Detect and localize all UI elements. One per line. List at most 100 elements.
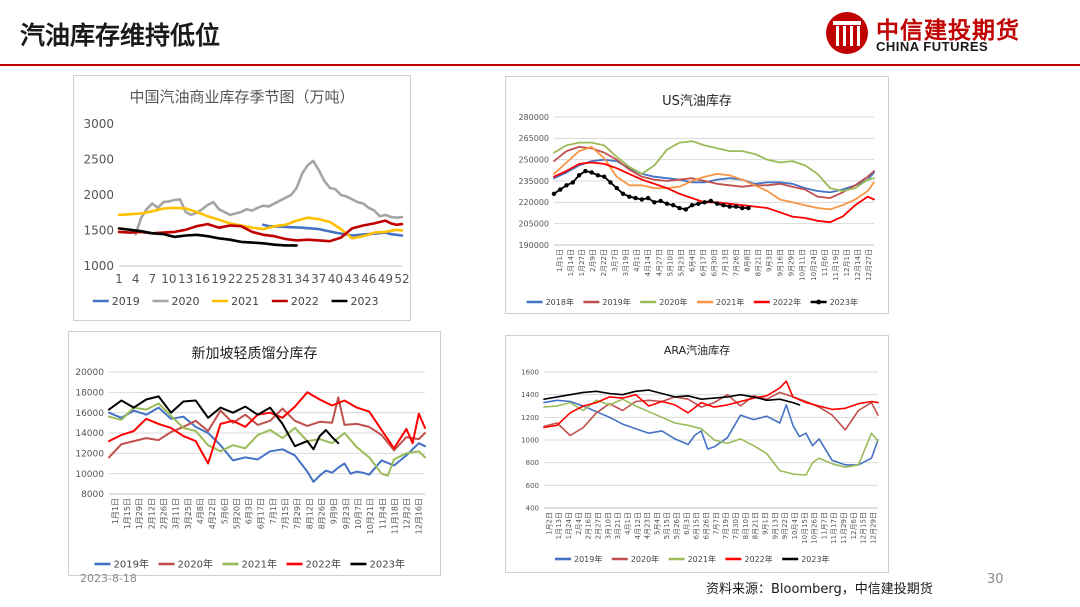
chart-ara-gasoline-inventory: ARA汽油库存 400 600 800 1000 1200 1400 1600 1月2日 1月13… <box>505 335 889 573</box>
x-tick-label: 7月30日 <box>732 512 740 539</box>
chart-singapore-light-distillates: 新加坡轻质馏分库存 8000 10000 12000 14000 16000 18000 20… <box>68 331 441 576</box>
x-tick-label: 6月4日 <box>688 249 696 272</box>
x-tick-label: 1月14日 <box>567 249 575 276</box>
y-tick-label: 1400 <box>521 391 539 399</box>
x-tick-label: 9月22日 <box>781 512 789 539</box>
y-tick-label: 1000 <box>83 259 114 273</box>
x-tick-label: 9月23日 <box>342 498 351 529</box>
y-tick-label: 20000 <box>75 368 104 378</box>
series-line-2019年 <box>553 146 875 199</box>
data-point <box>733 204 739 209</box>
data-point <box>614 185 619 191</box>
x-tick-label: 1月13日 <box>555 512 563 539</box>
legend-label: 2023 <box>351 295 379 308</box>
x-tick-label: 12月6日 <box>850 512 858 539</box>
x-tick-label: 5月26日 <box>673 512 681 539</box>
chart-title: ARA汽油库存 <box>664 343 730 357</box>
y-tick-label: 1000 <box>521 436 539 444</box>
data-point <box>696 201 701 206</box>
series-line-2021 <box>117 206 404 240</box>
y-tick-label: 265000 <box>518 134 549 143</box>
y-tick-label: 2500 <box>83 153 114 167</box>
y-tick-label: 14000 <box>75 429 104 439</box>
data-point <box>551 191 557 196</box>
x-tick-label: 8月10日 <box>742 512 750 539</box>
legend-label: 2019年 <box>574 554 602 564</box>
x-tick-label: 34 <box>294 272 309 286</box>
y-tick-label: 1200 <box>521 414 539 422</box>
x-tick-label: 10月11日 <box>799 249 807 281</box>
chart-title: 新加坡轻质馏分库存 <box>192 346 318 362</box>
y-tick-label: 280000 <box>518 113 549 122</box>
x-tick-label: 9月16日 <box>777 249 785 276</box>
legend-label: 2021年 <box>242 558 277 571</box>
series-line-2023 <box>117 227 298 247</box>
x-tick-label: 37 <box>311 272 326 286</box>
series-line-2021年 <box>553 146 875 211</box>
x-tick-label: 4月14日 <box>644 249 652 276</box>
legend-label: 2020 <box>171 295 199 308</box>
x-tick-label: 4月12日 <box>634 512 642 539</box>
series-line-2019 <box>262 223 404 237</box>
x-tick-label: 1 <box>115 272 123 286</box>
x-tick-label: 5月6日 <box>220 498 229 524</box>
x-tick-label: 12月16日 <box>415 498 424 534</box>
legend-label: 2019年 <box>114 558 149 571</box>
company-logo: 中信建投期货 CHINA FUTURES <box>824 10 1074 58</box>
x-tick-label: 2月22日 <box>600 249 608 276</box>
x-tick-label: 8月12日 <box>305 498 314 529</box>
data-point <box>645 195 651 201</box>
y-tick-label: 600 <box>526 482 539 490</box>
data-point <box>721 202 726 208</box>
chart-title: 中国汽油商业库存季节图（万吨） <box>129 88 354 106</box>
data-point <box>702 200 707 205</box>
data-point <box>589 170 594 175</box>
y-tick-label: 235000 <box>518 177 549 186</box>
x-tick-label: 10月26日 <box>811 512 819 544</box>
x-tick-label: 9月13日 <box>771 512 779 539</box>
footer-date: 2023-8-18 <box>80 572 137 585</box>
data-point <box>689 202 695 208</box>
legend-label: 2018年 <box>546 297 574 307</box>
legend-label: 2019年 <box>602 297 630 307</box>
x-tick-label: 6月15日 <box>693 512 701 539</box>
x-tick-label: 1月1日 <box>556 249 564 272</box>
x-tick-label: 6月30日 <box>710 249 718 276</box>
x-tick-label: 6月3日 <box>245 498 254 524</box>
data-point <box>620 191 626 196</box>
y-tick-label: 16000 <box>75 409 104 419</box>
x-tick-label: 11月29日 <box>840 512 848 544</box>
x-tick-label: 46 <box>361 272 376 286</box>
x-tick-label: 10月21日 <box>366 498 375 534</box>
page-number: 30 <box>987 572 1004 587</box>
data-point <box>627 194 632 199</box>
x-tick-label: 1月15日 <box>123 498 132 529</box>
legend-label: 2021 <box>231 295 259 308</box>
x-tick-label: 40 <box>328 272 343 286</box>
y-tick-label: 220000 <box>518 198 549 207</box>
x-tick-label: 6月17日 <box>257 498 266 529</box>
x-tick-label: 10月4日 <box>791 512 799 539</box>
data-point <box>746 205 751 211</box>
x-tick-label: 10 <box>161 272 176 286</box>
x-tick-label: 43 <box>344 272 359 286</box>
x-tick-label: 4月23日 <box>644 512 652 539</box>
x-tick-label: 52 <box>394 272 409 286</box>
x-tick-label: 3月25日 <box>184 498 193 529</box>
legend-label: 2020年 <box>659 297 687 307</box>
data-point <box>558 187 563 192</box>
x-tick-label: 8月21日 <box>752 512 760 539</box>
y-tick-label: 1600 <box>521 368 539 376</box>
x-tick-label: 2月12日 <box>147 498 156 529</box>
y-tick-label: 10000 <box>75 470 104 480</box>
series-line-2022 <box>117 219 404 243</box>
data-point <box>570 180 576 185</box>
legend-marker <box>816 299 821 305</box>
x-tick-label: 5月10日 <box>666 249 674 276</box>
series-line-2023年 <box>543 389 801 406</box>
legend-label: 2022年 <box>744 554 772 564</box>
series-line-2022年 <box>543 380 879 429</box>
x-tick-label: 10月15日 <box>801 512 809 544</box>
x-tick-label: 7月15日 <box>281 498 290 529</box>
x-tick-label: 9月3日 <box>766 249 774 272</box>
